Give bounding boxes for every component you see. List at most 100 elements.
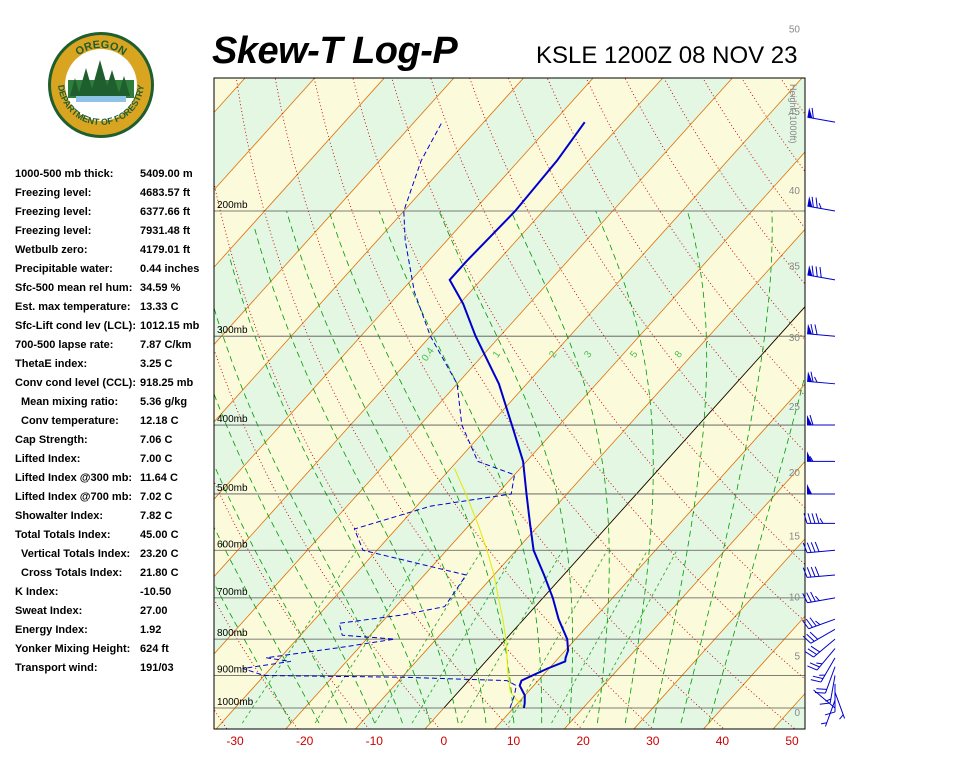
wind-barb-feather [815,620,821,626]
index-value: 624 ft [140,643,169,655]
x-tick-label: 10 [507,734,521,748]
wind-barb-feather [819,702,831,705]
wind-barb-feather [815,197,818,208]
wind-barb-staff [820,657,836,683]
index-label: Sfc-500 mean rel hum: [15,282,133,294]
wind-barb [807,483,835,495]
index-label: Wetbulb zero: [15,244,88,256]
index-label: Mean mixing ratio: [21,396,119,408]
isotherm-line [835,53,960,737]
wind-barb-staff [824,666,836,694]
moist-adiabat [214,526,320,724]
index-label: Total Totals Index: [15,529,111,541]
temperature-trace [448,121,586,709]
index-value: 0.44 inches [140,263,200,275]
wind-barb-feather [839,714,844,720]
wind-barb-feather [816,688,827,690]
wind-barb-feather [816,662,823,665]
wind-barb-pennant [807,483,812,494]
index-label: 700-500 lapse rate: [15,339,114,351]
index-value: 5409.00 m [140,168,193,180]
mixing-ratio-label: 8 [673,349,685,360]
wind-barb-feather [810,566,816,577]
wind-barb-feather [810,679,822,683]
wind-barb-staff [807,549,836,554]
wind-barb-feather [809,631,819,640]
index-label: Lifted Index: [15,453,81,465]
wind-barb-feather [815,595,820,601]
axis-labels: 0.4 1 2 3 5 81000mb900mb800mb700mb600mb500mb4… [217,24,800,748]
mixing-ratio-line [582,550,678,724]
wind-barb-pennant [807,371,813,382]
height-tick-label: 45 [789,107,801,118]
height-tick-label: 10 [789,592,801,603]
dry-adiabat [879,53,960,737]
wind-barb-feather [810,645,820,653]
index-value: 45.00 C [140,529,179,541]
isotherm-line [0,53,128,737]
wind-barb-feather [814,691,826,694]
isotherm-band [216,78,805,729]
index-value: 7.06 C [140,434,173,446]
height-tick-label: 5 [794,651,800,662]
wind-barb [824,683,836,716]
isotherm-band [0,53,58,737]
svg-text:OREGON: OREGON [73,39,128,58]
index-value: 1012.15 mb [140,320,200,332]
plot-border [213,77,806,730]
wind-barb-feather [824,711,836,716]
isotherm-line [215,78,803,729]
index-label: Cap Strength: [15,434,88,446]
dry-adiabat [917,53,960,737]
wind-barb [807,323,836,337]
wind-barb-feather [818,202,822,209]
wind-barb-feather [814,541,820,552]
wind-barb [814,666,836,694]
index-label: Energy Index: [15,624,88,636]
index-value: 7.87 C/km [140,339,192,351]
wind-barb-feather [806,567,812,578]
wind-barb-feather [806,633,815,642]
wind-barb-feather [803,513,808,524]
index-label: Yonker Mixing Height: [15,643,131,655]
dry-adiabat [0,53,161,737]
wind-barb [819,675,836,705]
logo-top-text: OREGON [73,39,128,58]
index-value: 7.82 C [140,510,173,522]
index-value: 918.25 mb [140,377,194,389]
moist-adiabat [228,254,431,724]
index-label: Lifted Index @300 mb: [15,472,133,484]
index-label: Showalter Index: [15,510,104,522]
moist-adiabat [378,210,543,724]
isotherm-band [0,53,198,737]
wind-barb-feather [810,591,816,602]
wind-barb-staff [813,638,836,658]
wind-barb-feather [825,698,832,702]
x-tick-label: -10 [366,734,384,748]
wind-barb-feather [807,513,812,524]
x-tick-label: 30 [646,734,660,748]
wind-barb [802,541,836,554]
index-label: Freezing level: [15,225,92,237]
height-tick-label: 50 [789,24,801,35]
height-tick-label: 30 [789,333,801,344]
wind-barbs [802,107,846,727]
sounding-profiles [242,121,586,709]
index-label: Precipitable water: [15,263,113,275]
wind-barb-staff [807,574,836,578]
wind-barb [804,638,836,658]
wind-barb-pennant [807,265,813,276]
x-tick-label: 0 [441,734,448,748]
height-tick-label: 25 [789,402,801,413]
wind-barb-feather [810,323,814,335]
wind-barb-pennant [807,451,812,462]
index-value: 4179.01 ft [140,244,191,256]
index-label: Lifted Index @700 mb: [15,491,133,503]
height-tick-label: 40 [789,186,801,197]
wind-barb [802,617,836,630]
x-tick-label: -30 [226,734,244,748]
mixing-ratio-line [411,550,517,724]
wind-barb-staff [807,116,836,123]
wind-barb [807,265,836,281]
